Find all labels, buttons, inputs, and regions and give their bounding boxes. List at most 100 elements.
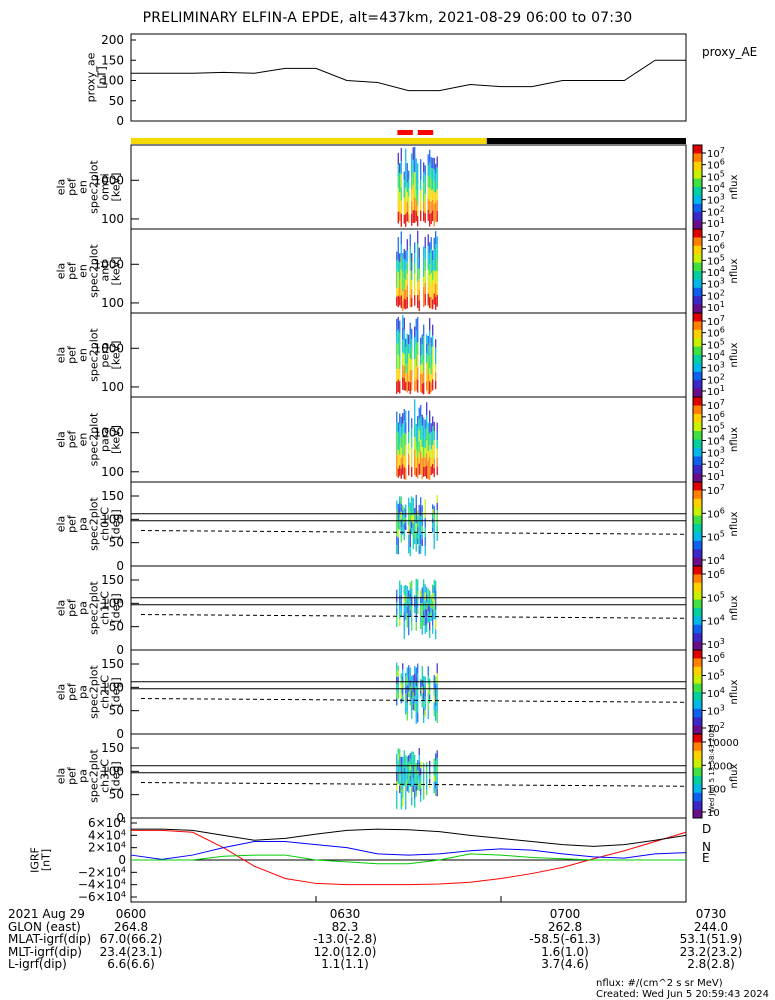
anti-colorbar-tick-label: 102: [707, 288, 725, 303]
ch0-colorbar-segment: [693, 509, 702, 512]
omni-spectrum-cell: [435, 202, 437, 213]
para-spectrum-cell: [402, 413, 404, 424]
omni-colorbar-segment: [693, 153, 702, 156]
perp-spectrum-cell: [426, 353, 428, 363]
para-spectrum-cell: [414, 399, 416, 412]
ch3-colorbar-segment: [693, 780, 702, 783]
ch0-spectrum-cell: [399, 524, 401, 531]
omni-spectrum-cell: [430, 190, 432, 202]
ch3-spectrum-cell: [400, 756, 402, 766]
anti-spectrum-cell: [406, 273, 408, 286]
para-spectrum-cell: [420, 416, 422, 429]
igrf-legend-N: N: [702, 840, 711, 854]
para-spectrum-cell: [414, 437, 416, 450]
ch1-colorbar-segment: [693, 601, 702, 605]
ch0-spectrum-cell: [397, 545, 399, 555]
para-spectrum-cell: [399, 423, 401, 435]
anti-spectrum-cell: [430, 249, 432, 261]
ch2-spectrum-cell: [406, 693, 408, 703]
para-spectrum-cell: [405, 468, 407, 480]
omni-spectrum-cell: [433, 180, 435, 193]
omni-spectrum-cell: [432, 178, 434, 190]
omni-colorbar-segment: [693, 189, 702, 192]
ch3-spectrum-cell: [420, 795, 422, 802]
anti-colorbar-tick-label: 101: [707, 300, 725, 315]
para-spectrum-cell: [427, 460, 429, 470]
omni-colorbar-tick-label: 106: [707, 157, 725, 172]
ch3-spectrum-cell: [406, 756, 408, 763]
omni-colorbar-segment: [693, 201, 702, 205]
para-spectrum-cell: [432, 435, 434, 446]
ch3-spectrum-cell: [399, 756, 401, 764]
ch2-spectrum-cell: [424, 696, 426, 704]
perp-spectrum-cell: [427, 365, 429, 375]
anti-colorbar-segment: [693, 308, 702, 312]
perp-spectrum-cell: [403, 317, 405, 330]
para-colorbar-segment: [693, 441, 702, 445]
ch0-spectrum-cell: [405, 517, 407, 522]
anti-spectrum-cell: [430, 237, 432, 250]
perp-colorbar-tick-label: 103: [707, 360, 725, 375]
omni-spectrum-cell: [411, 201, 413, 214]
anti-spectrum-cell: [429, 253, 431, 265]
ch0-spectrum-cell: [418, 537, 420, 546]
ch2-spectrum-cell: [420, 690, 422, 694]
omni-spectrum-cell: [397, 152, 399, 165]
ch1-colorbar-segment: [693, 616, 702, 619]
ch2-spectrum-cell: [397, 682, 399, 688]
ch1-colorbar-segment: [693, 620, 702, 624]
para-spectrum-cell: [403, 408, 405, 421]
ch2-ytick-label: 50: [109, 704, 124, 718]
ch0-spectrum-cell: [417, 515, 419, 522]
ch1-spectrum-cell: [424, 592, 426, 601]
perp-spectrum-cell: [405, 373, 407, 382]
perp-spectrum-cell: [399, 357, 401, 370]
ch0-spectrum-cell: [396, 536, 398, 546]
para-spectrum-cell: [418, 430, 420, 442]
igrf-ytick-label: −4×104: [78, 877, 126, 892]
para-spectrum-cell: [417, 468, 419, 479]
ephemeris-row: L-igrf(dip) 6.6(6.6) 1.1(1.1) 3.7(4.6) 2.8(2…: [8, 958, 768, 971]
omni-spectrum-cell: [412, 159, 414, 173]
ch3-spectrum-cell: [402, 773, 404, 782]
ch3-spectrum-cell: [397, 748, 399, 755]
para-colorbar-tick-label: 101: [707, 469, 725, 484]
para-colorbar-segment: [693, 458, 702, 462]
para-spectrum-cell: [402, 433, 404, 444]
ch1-colorbar-segment: [693, 593, 702, 596]
omni-spectrum-cell: [427, 154, 429, 166]
perp-spectrum-cell: [420, 373, 422, 384]
ch0-spectrum-cell: [402, 520, 404, 526]
perp-spectrum-cell: [435, 355, 437, 365]
ch2-colorbar-segment: [693, 692, 702, 695]
perp-colorbar-tick-label: 105: [707, 337, 725, 352]
anti-spectrum-cell: [411, 253, 413, 263]
omni-spectrum-cell: [436, 156, 438, 168]
anti-spectrum-cell: [417, 243, 419, 257]
para-spectrum-cell: [432, 416, 434, 426]
para-spectrum-cell: [402, 423, 404, 434]
perp-spectrum-cell: [429, 330, 431, 344]
ch2-spectrum-cell: [414, 688, 416, 696]
ch0-spectrum-cell: [411, 509, 413, 516]
ch1-colorbar-tick-label: 106: [707, 567, 725, 582]
ch3-spectrum-cell: [414, 798, 416, 808]
para-spectrum-cell: [430, 466, 432, 476]
perp-spectrum-cell: [403, 341, 405, 354]
anti-spectrum-cell: [429, 286, 431, 298]
omni-spectrum-cell: [415, 189, 417, 201]
para-spectrum-cell: [397, 459, 399, 469]
ch0-spectrum-cell: [414, 526, 416, 533]
anti-colorbar-segment: [693, 298, 702, 301]
anti-spectrum-cell: [418, 268, 420, 280]
ch1-spectrum-cell: [427, 599, 429, 606]
ch3-spectrum-cell: [429, 783, 431, 789]
ch3-spectrum-cell: [400, 783, 402, 792]
omni-spectrum-cell: [399, 201, 401, 212]
perp-spectrum-cell: [397, 329, 399, 343]
ch0-spectrum-cell: [405, 504, 407, 509]
ch1-spectrum-cell: [415, 622, 417, 631]
anti-colorbar-segment: [693, 271, 702, 274]
ch2-spectrum-cell: [420, 693, 422, 697]
para-spectrum-cell: [403, 420, 405, 433]
